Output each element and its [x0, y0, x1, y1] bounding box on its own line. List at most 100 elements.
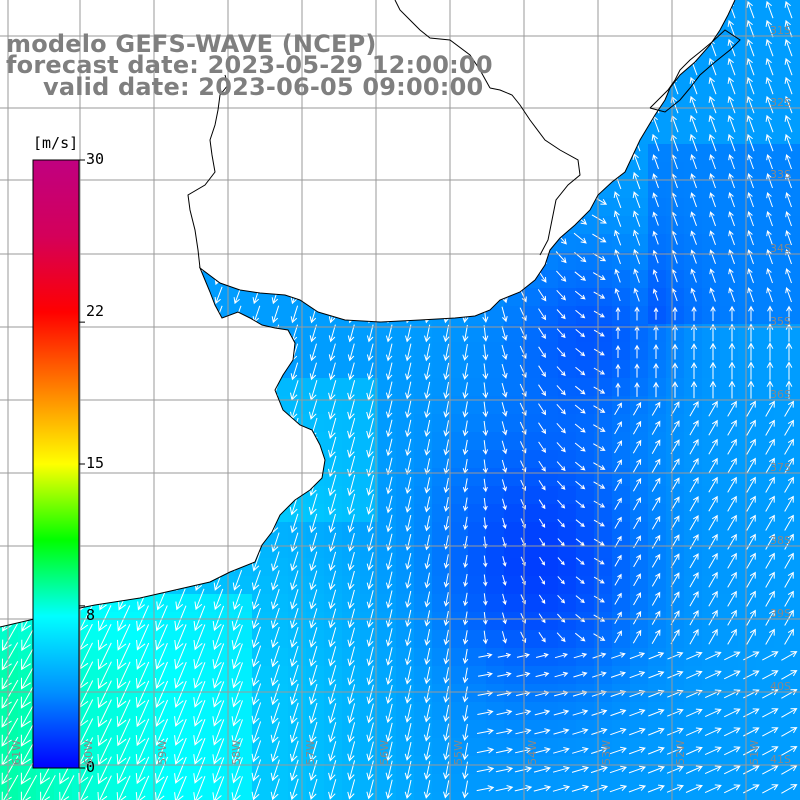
wind-speed-cell	[594, 738, 613, 757]
wind-speed-cell	[612, 252, 631, 271]
wind-arrow	[519, 211, 528, 228]
wind-speed-cell	[450, 738, 469, 757]
wind-arrow	[289, 417, 299, 439]
wind-arrow	[424, 553, 431, 570]
wind-speed-cell	[630, 162, 649, 181]
wind-speed-cell	[684, 504, 703, 523]
wind-arrow	[271, 210, 280, 229]
wind-arrow	[157, 153, 166, 171]
wind-arrow	[404, 191, 412, 210]
wind-arrow	[81, 343, 91, 361]
wind-speed-cell	[216, 306, 235, 325]
wind-arrow	[651, 496, 661, 511]
wind-speed-cell	[378, 414, 397, 433]
wind-arrow	[591, 709, 608, 716]
wind-arrow	[554, 79, 568, 94]
wind-arrow	[155, 699, 169, 727]
wind-speed-cell	[576, 594, 595, 613]
wind-speed-cell	[540, 378, 559, 397]
wind-arrow	[497, 652, 512, 658]
wind-arrow	[708, 19, 717, 38]
wind-arrow	[727, 571, 737, 588]
wind-speed-cell	[720, 720, 739, 739]
wind-speed-cell	[648, 612, 667, 631]
wind-speed-cell	[432, 216, 451, 235]
wind-speed-cell	[108, 648, 127, 667]
wind-arrow	[572, 99, 588, 112]
wind-speed-cell	[702, 324, 721, 343]
wind-arrow	[118, 493, 130, 516]
wind-arrow	[462, 363, 469, 380]
wind-speed-cell	[522, 414, 541, 433]
wind-speed-cell	[540, 468, 559, 487]
wind-speed-cell	[0, 234, 19, 253]
wind-arrow	[5, 2, 15, 19]
wind-arrow	[554, 60, 568, 75]
wind-speed-cell	[396, 234, 415, 253]
wind-speed-cell	[90, 486, 109, 505]
wind-arrow	[156, 399, 167, 420]
latitude-label: 32S	[770, 96, 791, 109]
wind-speed-cell	[414, 540, 433, 559]
wind-arrow	[175, 399, 186, 420]
wind-arrow	[271, 589, 280, 610]
wind-speed-cell	[684, 126, 703, 145]
wind-arrow	[424, 248, 431, 267]
wind-arrow	[175, 474, 186, 497]
wind-arrow	[309, 532, 318, 553]
wind-speed-cell	[180, 450, 199, 469]
wind-speed-cell	[342, 360, 361, 379]
wind-speed-cell	[108, 216, 127, 235]
wind-speed-cell	[576, 342, 595, 361]
wind-speed-cell	[648, 360, 667, 379]
wind-speed-cell	[684, 252, 703, 271]
wind-speed-cell	[702, 342, 721, 361]
wind-arrow	[405, 514, 412, 532]
wind-speed-cell	[144, 288, 163, 307]
wind-arrow	[556, 309, 566, 320]
latitude-label: 35S	[770, 315, 791, 328]
wind-arrow	[537, 250, 547, 265]
wind-speed-cell	[666, 36, 685, 55]
wind-speed-cell	[216, 0, 235, 19]
wind-speed-cell	[684, 234, 703, 253]
wind-speed-cell	[720, 234, 739, 253]
wind-arrow	[765, 133, 774, 152]
wind-arrow	[347, 741, 356, 762]
wind-arrow	[554, 41, 568, 56]
wind-arrow	[482, 593, 488, 606]
wind-speed-cell	[126, 288, 145, 307]
wind-arrow	[97, 661, 112, 690]
wind-arrow	[784, 609, 794, 626]
wind-arrow	[557, 518, 565, 528]
wind-arrow	[785, 380, 793, 399]
wind-speed-cell	[342, 324, 361, 343]
wind-arrow	[690, 230, 697, 245]
wind-arrow	[555, 193, 568, 207]
wind-arrow	[309, 646, 318, 667]
wind-speed-cell	[306, 594, 325, 613]
wind-arrow	[689, 114, 698, 133]
wind-speed-cell	[126, 486, 145, 505]
wind-arrow	[405, 628, 412, 647]
latitude-label: 33S	[770, 168, 791, 181]
wind-speed-cell	[630, 54, 649, 73]
wind-arrow	[404, 704, 412, 723]
wind-speed-cell	[414, 126, 433, 145]
wind-speed-cell	[576, 90, 595, 109]
wind-arrow	[518, 1, 528, 19]
wind-arrow	[765, 552, 775, 569]
wind-arrow	[632, 210, 641, 227]
wind-arrow	[482, 267, 489, 286]
wind-arrow	[615, 382, 621, 397]
wind-arrow	[708, 628, 718, 645]
wind-arrow	[462, 497, 469, 512]
wind-speed-cell	[486, 648, 505, 667]
wind-speed-cell	[612, 720, 631, 739]
wind-speed-cell	[684, 324, 703, 343]
wind-arrow	[62, 1, 72, 19]
wind-speed-cell	[576, 378, 595, 397]
wind-speed-cell	[162, 288, 181, 307]
wind-arrow	[138, 343, 147, 361]
wind-speed-cell	[648, 630, 667, 649]
